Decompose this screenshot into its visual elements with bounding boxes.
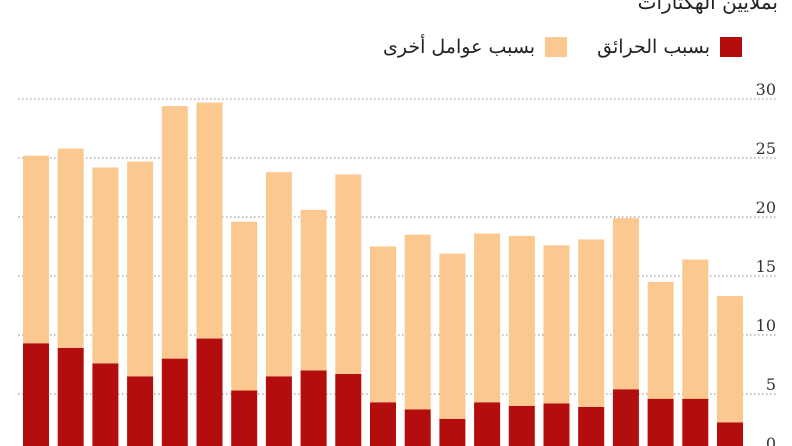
bar-fires-9 <box>335 373 362 446</box>
bar-fires-12 <box>439 418 466 446</box>
bar-other-16 <box>578 239 605 407</box>
bar-fires-13 <box>474 402 501 446</box>
legend-item-other: بسبب عوامل أخرى <box>383 36 568 58</box>
bar-fires-4 <box>161 358 188 446</box>
y-tick-label-15: 15 <box>756 257 776 276</box>
bar-fires-11 <box>404 409 431 446</box>
legend-swatch-fires <box>720 37 742 57</box>
bar-other-0 <box>23 155 49 344</box>
bar-fires-3 <box>127 376 154 446</box>
bar-other-13 <box>474 233 501 403</box>
bar-fires-14 <box>508 405 535 446</box>
legend: بسبب الحرائق بسبب عوامل أخرى <box>353 36 742 58</box>
y-tick-label-10: 10 <box>756 316 776 335</box>
bar-fires-1 <box>57 347 84 446</box>
y-tick-label-5: 5 <box>766 375 776 394</box>
bar-other-9 <box>335 174 362 374</box>
bar-other-14 <box>508 235 535 406</box>
bar-other-7 <box>265 172 292 377</box>
bar-other-10 <box>370 246 396 403</box>
bar-fires-8 <box>300 370 327 446</box>
bar-fires-18 <box>647 398 674 446</box>
bar-other-3 <box>127 161 154 377</box>
y-tick-label-30: 30 <box>756 80 776 99</box>
bar-fires-15 <box>543 403 570 446</box>
bar-other-4 <box>161 106 188 359</box>
y-tick-label-20: 20 <box>756 198 776 217</box>
bar-other-20 <box>717 296 743 423</box>
bar-fires-10 <box>370 402 396 446</box>
bar-other-2 <box>92 167 119 364</box>
bar-fires-5 <box>196 338 223 446</box>
bar-fires-6 <box>231 390 258 446</box>
bar-other-11 <box>404 234 431 410</box>
legend-swatch-other <box>545 37 568 57</box>
legend-label-fires: بسبب الحرائق <box>597 36 710 58</box>
bar-other-6 <box>231 221 258 391</box>
bar-other-12 <box>439 253 466 419</box>
y-tick-label-25: 25 <box>756 139 776 158</box>
bar-fires-0 <box>23 343 49 446</box>
bar-fires-19 <box>682 398 709 446</box>
y-tick-label-0: 0 <box>766 434 776 446</box>
bar-fires-20 <box>717 422 743 446</box>
bar-other-19 <box>682 259 709 399</box>
bar-other-17 <box>612 218 639 390</box>
bar-other-15 <box>543 245 570 404</box>
legend-item-fires: بسبب الحرائق <box>597 36 742 58</box>
bar-other-1 <box>57 148 84 348</box>
legend-label-other: بسبب عوامل أخرى <box>383 36 536 58</box>
bar-other-8 <box>300 209 327 371</box>
bar-fires-17 <box>612 389 639 446</box>
bar-other-18 <box>647 281 674 399</box>
bar-fires-2 <box>92 363 119 446</box>
bar-other-5 <box>196 102 223 339</box>
y-axis-label: بملايين الهكتارات <box>637 0 778 14</box>
bar-fires-16 <box>578 406 605 446</box>
bar-fires-7 <box>265 376 292 446</box>
